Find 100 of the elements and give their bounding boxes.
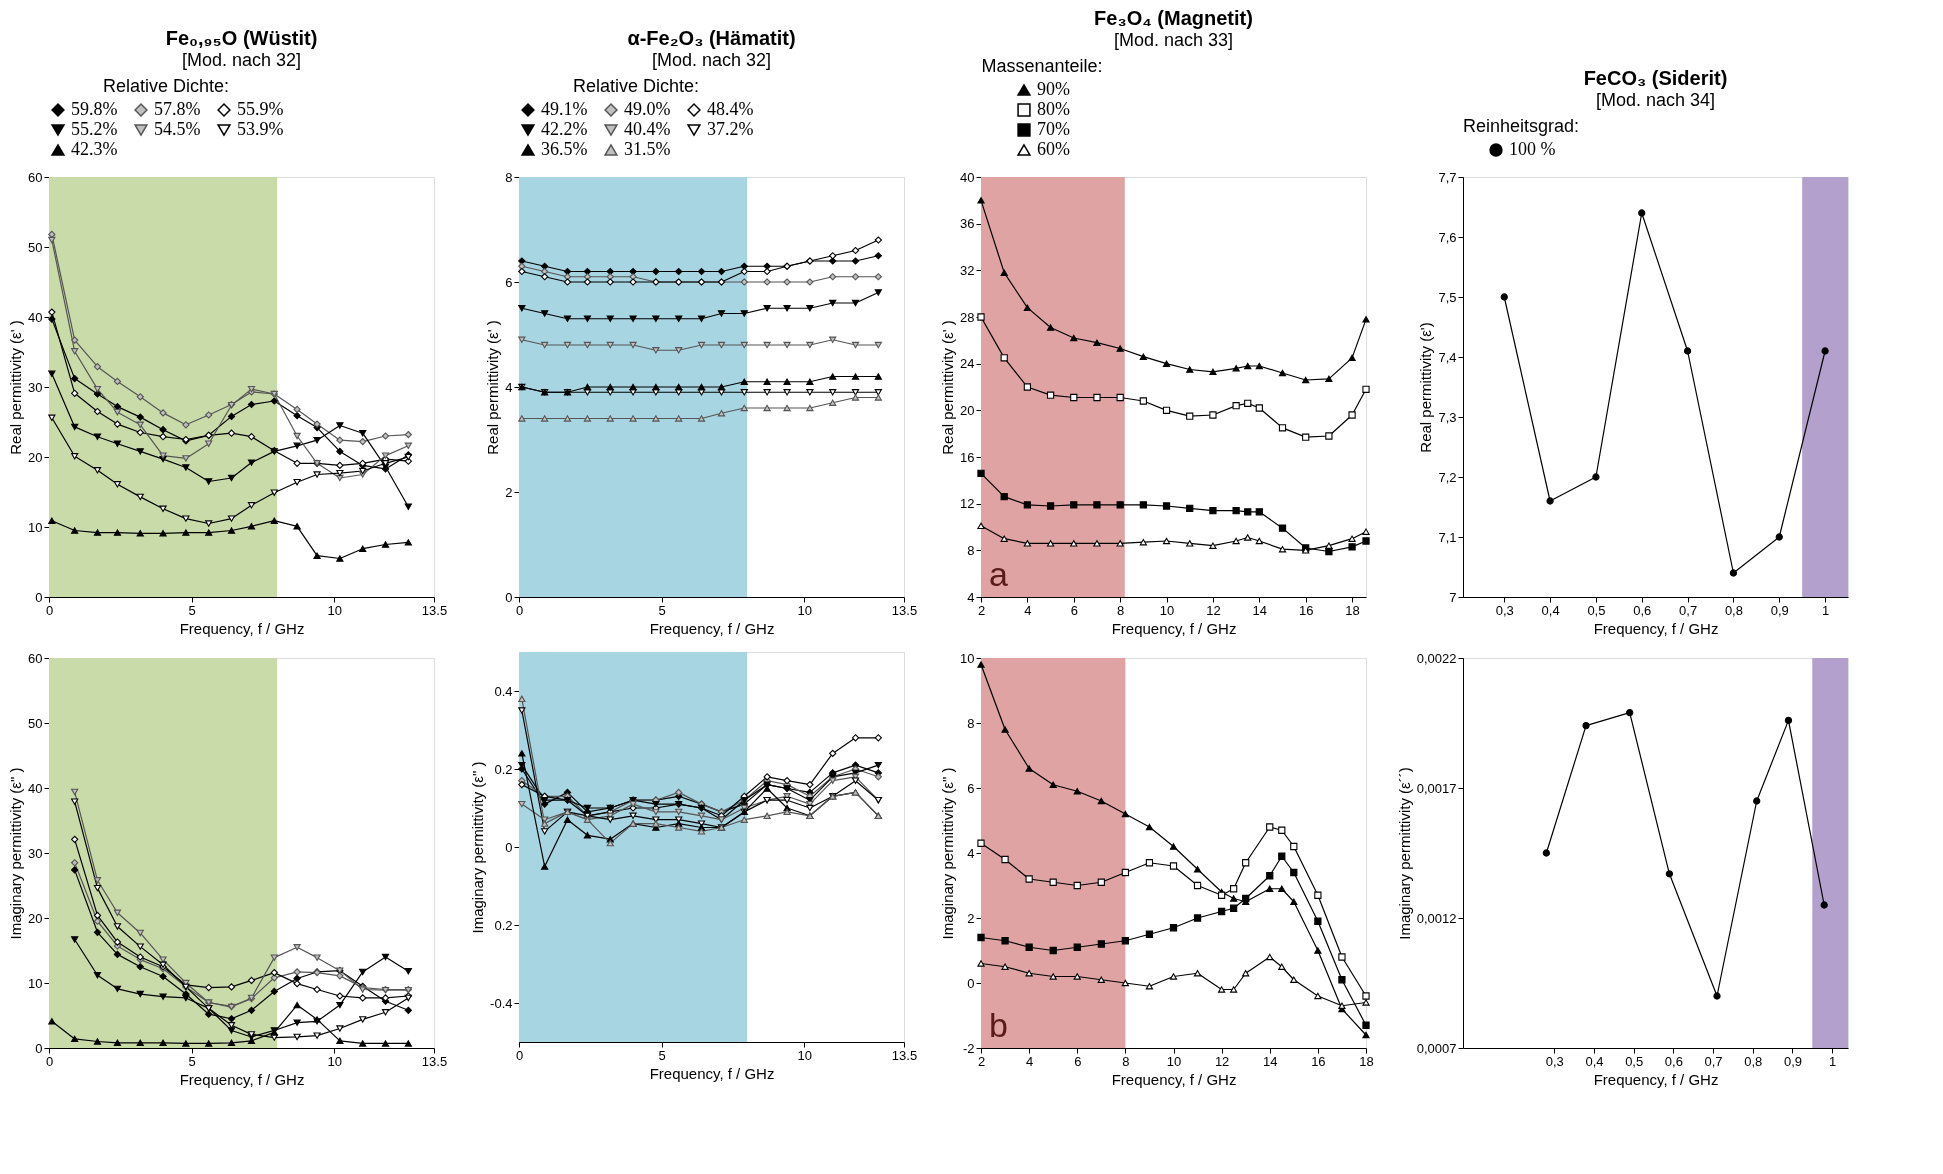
- y-tick-label: 28: [960, 309, 975, 325]
- y-tick-label: 7,6: [1438, 229, 1457, 245]
- y-tick-label: 0,0012: [1416, 910, 1457, 926]
- y-tick-label: 0,0007: [1416, 1040, 1457, 1056]
- x-tick-label: 1: [1829, 1053, 1837, 1069]
- x-tick-label: 2: [977, 1053, 986, 1069]
- y-tick-label: 32: [960, 262, 975, 278]
- y-axis-title: Imaginary permittivity (ε´´): [1395, 767, 1413, 940]
- y-tick-label: 4: [505, 379, 513, 395]
- y-axis-title: Imaginary permittivity (ε" ): [469, 761, 487, 934]
- x-tick-label: 0,9: [1783, 1053, 1802, 1069]
- legend-title: Relative Dichte:: [572, 76, 700, 96]
- chart-subtitle: [Mod. nach 32]: [651, 50, 772, 70]
- y-tick-label: 50: [28, 239, 43, 255]
- legend-label: 42.2%: [541, 119, 588, 139]
- y-tick-label: 8: [505, 169, 513, 185]
- chart-title: Fe₃O₄ (Magnetit): [1094, 7, 1253, 29]
- y-tick-label: 6: [505, 274, 513, 290]
- y-tick-label: 0.2: [494, 761, 513, 777]
- x-tick-label: 5: [658, 1047, 666, 1063]
- y-tick-label: 0: [35, 589, 43, 605]
- y-tick-label: 7,7: [1438, 169, 1457, 185]
- y-tick-label: 7: [1449, 589, 1457, 605]
- x-tick-label: 18: [1345, 602, 1360, 618]
- x-tick-label: 10: [797, 1047, 812, 1063]
- y-tick-label: 20: [28, 449, 43, 465]
- x-tick-label: 0,5: [1625, 1053, 1644, 1069]
- x-tick-label: 0: [45, 1053, 54, 1069]
- y-axis-title: Real permittivity (ε' ): [939, 320, 957, 455]
- y-tick-label: 40: [28, 309, 43, 325]
- x-tick-label: 0,6: [1664, 1053, 1683, 1069]
- annotation: b: [989, 1006, 1008, 1044]
- legend-label: 40.4%: [624, 119, 671, 139]
- y-axis-title: Real permittivity (ε'): [1417, 322, 1435, 453]
- y-tick-label: 20: [960, 402, 975, 418]
- y-tick-label: -0.4: [490, 995, 513, 1011]
- x-tick-label: 13.5: [421, 1053, 448, 1069]
- x-axis-title: Frequency, f / GHz: [1111, 619, 1237, 637]
- x-tick-label: 5: [188, 602, 196, 618]
- x-tick-label: 14: [1252, 602, 1268, 618]
- x-tick-label: 12: [1206, 602, 1221, 618]
- y-tick-label: 8: [967, 542, 975, 558]
- y-axis-title: Real permittivity (ε' ): [7, 320, 25, 455]
- x-tick-label: 13.5: [891, 1047, 918, 1063]
- x-tick-label: 13.5: [891, 602, 918, 618]
- x-tick-label: 10: [1159, 602, 1175, 618]
- y-tick-label: 30: [28, 845, 43, 861]
- x-tick-label: 2: [977, 602, 986, 618]
- x-tick-label: 10: [1166, 1053, 1182, 1069]
- y-tick-label: 10: [28, 975, 43, 991]
- x-tick-label: 4: [1026, 1053, 1034, 1069]
- legend-label: 55.2%: [71, 119, 118, 139]
- y-tick-label: 60: [28, 169, 43, 185]
- x-tick-label: 0,9: [1770, 602, 1789, 618]
- y-tick-label: 7,1: [1438, 529, 1457, 545]
- x-tick-label: 8: [1117, 602, 1125, 618]
- legend-label: 42.3%: [71, 139, 118, 159]
- chart-subtitle: [Mod. nach 32]: [181, 50, 302, 70]
- legend-label: 54.5%: [154, 119, 201, 139]
- x-tick-label: 0,7: [1679, 602, 1698, 618]
- legend-label: 48.4%: [707, 99, 754, 119]
- x-axis-title: Frequency, f / GHz: [649, 1064, 775, 1082]
- x-tick-label: 5: [188, 1053, 196, 1069]
- legend-label: 60%: [1037, 139, 1070, 159]
- legend-title: Massenanteile:: [981, 56, 1103, 76]
- x-tick-label: 6: [1074, 1053, 1082, 1069]
- y-tick-label: 6: [967, 780, 975, 796]
- chart-subtitle: [Mod. nach 33]: [1113, 30, 1234, 50]
- x-axis-title: Frequency, f / GHz: [1593, 1070, 1719, 1088]
- y-tick-label: 4: [967, 845, 975, 861]
- y-tick-label: 10: [28, 519, 43, 535]
- y-tick-label: 24: [960, 356, 975, 372]
- y-tick-label: 50: [28, 715, 43, 731]
- legend-label: 100 %: [1509, 139, 1556, 159]
- x-tick-label: 16: [1311, 1053, 1326, 1069]
- x-axis-title: Frequency, f / GHz: [649, 619, 775, 637]
- legend-label: 36.5%: [541, 139, 588, 159]
- chart-title: Fe₀,₉₅O (Wüstit): [165, 27, 318, 49]
- legend-label: 59.8%: [71, 99, 118, 119]
- x-tick-label: 4: [1024, 602, 1032, 618]
- x-tick-label: 12: [1214, 1053, 1230, 1069]
- chart-title: α-Fe₂O₃ (Hämatit): [627, 27, 796, 49]
- x-tick-label: 0,8: [1724, 602, 1743, 618]
- legend-label: 55.9%: [237, 99, 284, 119]
- y-axis-title: Imaginary permittivity (ε" ): [939, 767, 957, 940]
- y-tick-label: 4: [967, 589, 975, 605]
- x-tick-label: 0,5: [1587, 602, 1606, 618]
- x-tick-label: 10: [327, 1053, 342, 1069]
- chart-subtitle: [Mod. nach 34]: [1595, 90, 1716, 110]
- y-tick-label: 30: [28, 379, 43, 395]
- y-tick-label: 16: [960, 449, 975, 465]
- y-tick-label: 40: [28, 780, 43, 796]
- legend-label: 49.1%: [541, 99, 588, 119]
- x-tick-label: 10: [797, 602, 812, 618]
- x-tick-label: 0: [515, 602, 524, 618]
- legend-label: 37.2%: [707, 119, 754, 139]
- x-tick-label: 0,4: [1585, 1053, 1604, 1069]
- x-tick-label: 5: [658, 602, 666, 618]
- legend-title: Reinheitsgrad:: [1462, 116, 1580, 136]
- y-tick-label: 7,2: [1438, 469, 1457, 485]
